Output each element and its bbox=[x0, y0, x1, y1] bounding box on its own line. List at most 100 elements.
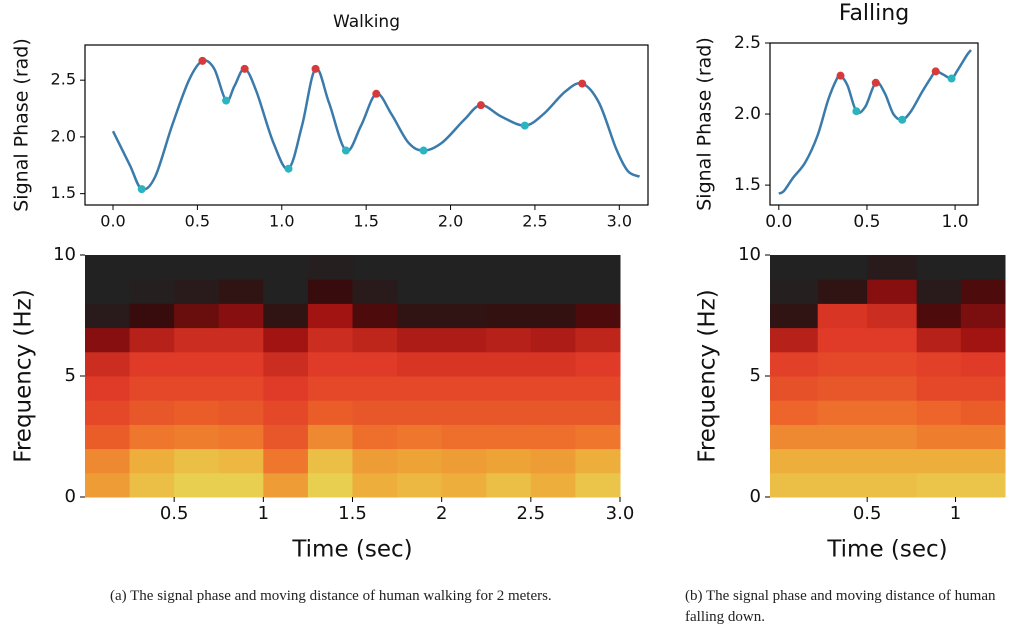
spectrogram-cell bbox=[867, 472, 918, 498]
spectrogram-cell bbox=[770, 327, 819, 353]
spectrogram-cell bbox=[218, 400, 264, 425]
x-tick-label: 2.5 bbox=[522, 212, 547, 231]
y-tick-label: 5 bbox=[65, 365, 76, 386]
spectrogram-cell bbox=[307, 255, 353, 280]
spectrogram-cell bbox=[575, 448, 621, 474]
phase-line bbox=[778, 49, 972, 195]
spectrogram-cell bbox=[530, 400, 576, 425]
extremum-marker bbox=[372, 89, 381, 98]
spectrogram-cell bbox=[174, 255, 220, 280]
spectrogram-cell bbox=[867, 424, 918, 450]
y-tick-label: 1.5 bbox=[51, 183, 76, 202]
spectrogram-cell bbox=[129, 424, 175, 450]
spectrogram-cell bbox=[486, 448, 532, 474]
y-tick-label: 10 bbox=[738, 244, 761, 265]
spectrogram-cell bbox=[352, 448, 398, 474]
spectrogram-cell bbox=[263, 351, 309, 377]
y-tick-label: 2.5 bbox=[51, 70, 76, 89]
spectrogram-cell bbox=[960, 255, 1006, 280]
spectrogram-cell bbox=[817, 255, 868, 280]
spectrogram-cell bbox=[916, 327, 962, 353]
spectrogram-cell bbox=[263, 376, 309, 401]
spectrogram-cell bbox=[486, 424, 532, 450]
spectrogram-cell bbox=[352, 327, 398, 353]
spectrogram-cell bbox=[770, 279, 819, 304]
spectrogram-cell bbox=[441, 255, 487, 280]
spectrogram-cell bbox=[770, 376, 819, 401]
spectrogram-cell bbox=[770, 351, 819, 377]
spectrogram-cell bbox=[397, 255, 443, 280]
spectrogram-cell bbox=[486, 400, 532, 425]
x-tick-label: 1.5 bbox=[338, 503, 367, 524]
spectrogram-cell bbox=[770, 303, 819, 329]
spectrogram-cell bbox=[817, 424, 868, 450]
spectrogram-cell bbox=[397, 279, 443, 304]
spectrogram-cell bbox=[867, 327, 918, 353]
x-tick-label: 1.5 bbox=[353, 212, 378, 231]
spectrogram-cell bbox=[352, 303, 398, 329]
spectrogram-cell bbox=[397, 424, 443, 450]
spectrogram-cell bbox=[530, 303, 576, 329]
spectrogram-cell bbox=[85, 400, 131, 425]
spectrogram-cell bbox=[575, 279, 621, 304]
spectrogram-cell bbox=[960, 327, 1006, 353]
spectrogram-cell bbox=[85, 327, 131, 353]
spectrogram-cell bbox=[307, 303, 353, 329]
spectrogram-cell bbox=[916, 376, 962, 401]
spectrogram-cell bbox=[129, 400, 175, 425]
spectrogram-cell bbox=[174, 424, 220, 450]
spectrogram-cell bbox=[486, 303, 532, 329]
spectrogram-cell bbox=[867, 448, 918, 474]
spectrogram-cell bbox=[817, 327, 868, 353]
y-axis-label: Frequency (Hz) bbox=[11, 289, 37, 462]
spectrogram-cell bbox=[575, 255, 621, 280]
x-tick-label: 0.5 bbox=[853, 212, 880, 232]
x-tick-label: 0.5 bbox=[160, 503, 189, 524]
spectrogram-cell bbox=[85, 255, 131, 280]
spectrogram-cell bbox=[129, 472, 175, 498]
spectrogram-cell bbox=[307, 424, 353, 450]
spectrogram-cell bbox=[129, 303, 175, 329]
spectrogram-cell bbox=[575, 472, 621, 498]
spectrogram-cell bbox=[441, 351, 487, 377]
spectrogram-cell bbox=[530, 448, 576, 474]
spectrogram-cell bbox=[817, 472, 868, 498]
spectrogram-cell bbox=[218, 472, 264, 498]
spectrogram-cell bbox=[960, 376, 1006, 401]
x-tick-label: 2.5 bbox=[517, 503, 546, 524]
spectrogram-cell bbox=[770, 400, 819, 425]
spectrogram-cell bbox=[960, 400, 1006, 425]
spectrogram-cell bbox=[218, 448, 264, 474]
x-tick-label: 0.0 bbox=[100, 212, 125, 231]
spectrogram-cell bbox=[575, 351, 621, 377]
spectrogram-cell bbox=[85, 376, 131, 401]
spectrogram-cell bbox=[817, 351, 868, 377]
spectrogram-cell bbox=[174, 448, 220, 474]
x-tick-label: 1.0 bbox=[269, 212, 294, 231]
spectrogram-cell bbox=[441, 327, 487, 353]
spectrogram-cell bbox=[530, 327, 576, 353]
extremum-marker bbox=[871, 78, 880, 87]
spectrogram-cell bbox=[960, 472, 1006, 498]
extremum-marker bbox=[578, 79, 587, 88]
spectrogram-cell bbox=[397, 448, 443, 474]
spectrogram-cell bbox=[307, 400, 353, 425]
spectrogram-cell bbox=[263, 327, 309, 353]
extremum-marker bbox=[137, 185, 146, 194]
spectrogram-cell bbox=[916, 400, 962, 425]
spectrogram-cell bbox=[770, 472, 819, 498]
spectrogram-cell bbox=[867, 279, 918, 304]
y-tick-label: 1.5 bbox=[734, 175, 761, 195]
spectrogram-cell bbox=[352, 279, 398, 304]
phase-line bbox=[111, 59, 641, 191]
extremum-marker bbox=[947, 74, 956, 83]
extremum-marker bbox=[198, 56, 207, 65]
x-tick-label: 0.0 bbox=[765, 212, 792, 232]
chart-title: Walking bbox=[333, 12, 400, 32]
spectrogram-cell bbox=[916, 448, 962, 474]
spectrogram-cell bbox=[867, 303, 918, 329]
y-tick-label: 0 bbox=[65, 486, 76, 507]
extremum-marker bbox=[419, 146, 428, 155]
spectrogram-cell bbox=[486, 327, 532, 353]
spectrogram-cell bbox=[530, 351, 576, 377]
